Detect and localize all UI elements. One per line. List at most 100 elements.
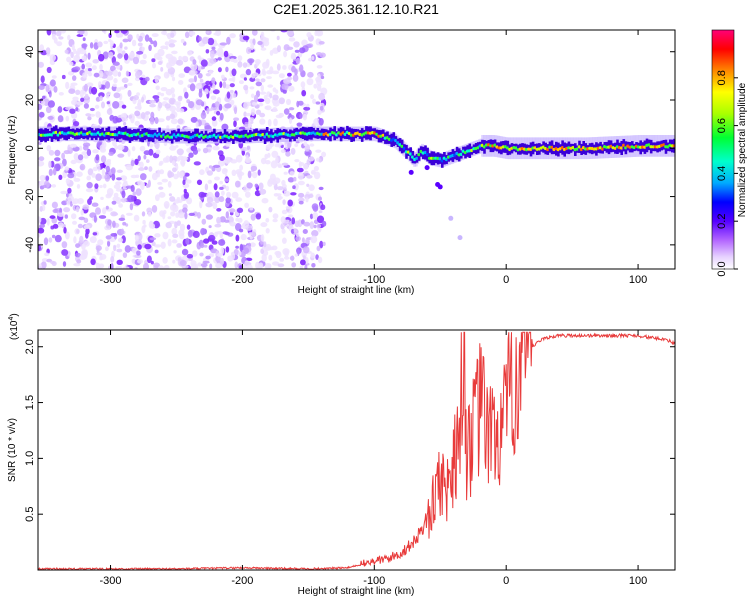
noise-speckle: [302, 229, 308, 234]
noise-speckle: [168, 43, 176, 48]
noise-speckle: [243, 185, 248, 193]
noise-speckle: [94, 104, 100, 109]
noise-speckle: [104, 160, 112, 166]
noise-speckle: [160, 45, 168, 50]
noise-speckle: [230, 58, 235, 62]
noise-speckle: [163, 264, 170, 269]
noise-speckle: [279, 257, 285, 262]
noise-speckle: [153, 262, 161, 268]
noise-speckle: [120, 228, 125, 235]
noise-speckle: [208, 69, 213, 75]
noise-speckle: [267, 119, 272, 127]
noise-speckle: [303, 141, 308, 147]
noise-speckle: [53, 86, 58, 93]
noise-speckle: [219, 232, 223, 239]
noise-speckle: [81, 43, 88, 48]
noise-speckle: [95, 111, 101, 118]
noise-speckle: [200, 227, 206, 236]
noise-speckle: [260, 248, 265, 254]
noise-speckle: [208, 165, 213, 169]
noise-speckle: [65, 178, 71, 184]
noise-speckle: [176, 59, 184, 66]
noise-speckle: [311, 230, 319, 237]
noise-speckle: [197, 65, 202, 71]
noise-speckle: [274, 250, 282, 256]
noise-speckle: [216, 216, 221, 224]
spectrogram-panel: -300 -200 -100 0 100 40 20 0 -20 -40 Height of s…: [7, 29, 676, 296]
noise-speckle: [287, 114, 295, 120]
noise-speckle: [226, 191, 232, 198]
noise-speckle: [316, 78, 323, 86]
noise-speckle: [171, 76, 176, 82]
noise-speckle: [188, 78, 195, 83]
noise-speckle: [282, 65, 287, 70]
noise-speckle: [165, 115, 171, 121]
noise-speckle: [297, 52, 303, 58]
noise-speckle: [222, 81, 227, 89]
noise-speckle: [76, 51, 80, 58]
noise-speckle: [255, 213, 262, 220]
noise-speckle: [109, 40, 114, 47]
noise-speckle: [229, 83, 235, 88]
noise-speckle: [276, 186, 284, 191]
noise-speckle: [64, 49, 69, 54]
noise-speckle: [101, 169, 105, 176]
noise-speckle: [212, 145, 220, 151]
noise-speckle: [308, 184, 315, 191]
noise-speckle: [52, 167, 57, 176]
noise-speckle: [155, 149, 161, 155]
noise-speckle: [60, 190, 68, 195]
noise-speckle: [302, 246, 310, 254]
noise-speckle: [210, 95, 217, 100]
noise-speckle: [299, 265, 304, 269]
noise-speckle: [221, 74, 225, 80]
noise-speckle: [169, 113, 176, 120]
noise-speckle: [173, 199, 180, 204]
noise-speckle: [89, 236, 97, 244]
noise-speckle: [208, 234, 216, 242]
noise-speckle: [170, 32, 175, 38]
noise-speckle: [57, 115, 64, 123]
noise-speckle: [206, 170, 213, 176]
noise-speckle: [76, 259, 82, 264]
noise-speckle: [303, 163, 309, 170]
noise-speckle: [96, 252, 103, 256]
noise-speckle: [135, 71, 141, 79]
noise-speckle: [284, 219, 290, 223]
noise-speckle: [170, 211, 176, 217]
noise-speckle: [227, 255, 234, 262]
noise-speckle: [89, 107, 95, 112]
noise-speckle: [283, 171, 288, 175]
noise-speckle: [249, 242, 256, 248]
noise-speckle: [276, 193, 282, 197]
noise-speckle: [151, 241, 156, 246]
noise-speckle: [158, 162, 163, 166]
noise-speckle: [225, 66, 229, 73]
noise-speckle: [250, 213, 256, 221]
noise-speckle: [108, 151, 114, 156]
noise-speckle: [304, 194, 311, 200]
noise-speckle: [273, 118, 278, 127]
noise-speckle: [45, 84, 50, 93]
noise-speckle: [98, 215, 107, 219]
noise-speckle: [158, 191, 166, 198]
noise-speckle: [293, 176, 297, 182]
noise-speckle: [270, 160, 278, 169]
noise-speckle: [146, 183, 150, 188]
noise-speckle: [79, 165, 84, 170]
noise-speckle: [282, 199, 286, 205]
noise-speckle: [192, 230, 200, 238]
noise-speckle: [71, 44, 75, 51]
noise-speckle: [125, 212, 133, 216]
noise-speckle: [162, 231, 169, 240]
noise-speckle: [245, 191, 251, 198]
noise-speckle: [140, 173, 147, 181]
noise-speckle: [313, 83, 318, 89]
noise-speckle: [38, 182, 41, 189]
noise-speckle: [195, 99, 203, 106]
noise-speckle: [78, 30, 85, 35]
noise-speckle: [244, 202, 250, 208]
noise-speckle: [216, 208, 222, 212]
noise-speckle: [207, 148, 211, 153]
